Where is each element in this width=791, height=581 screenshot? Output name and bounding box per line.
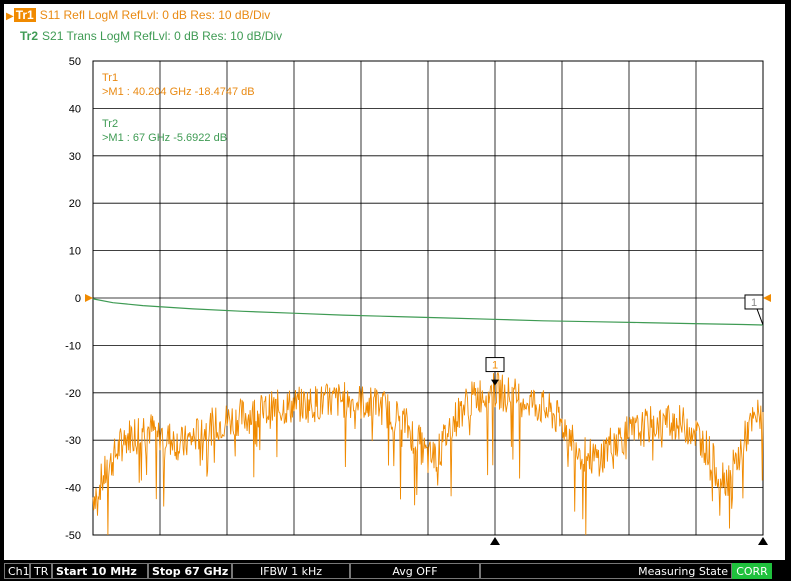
marker-bottom-tr2-icon [758, 537, 768, 545]
marker-pointer-tr1-icon [491, 379, 499, 386]
trace1-header[interactable]: ▶ Tr1 S11 Refl LogM RefLvl: 0 dB Res: 10 d… [6, 8, 270, 22]
start-frequency[interactable]: Start 10 MHz [52, 563, 148, 579]
ifbw-setting[interactable]: IFBW 1 kHz [232, 563, 350, 579]
marker-readout-tr1-value: >M1 : 40.204 GHz -18.4747 dB [102, 86, 255, 98]
trace2-header[interactable]: Tr2 S21 Trans LogM RefLvl: 0 dB Res: 10 d… [6, 29, 282, 43]
y-tick-label: 30 [69, 151, 81, 163]
stop-frequency[interactable]: Stop 67 GHz [148, 563, 232, 579]
trigger-indicator[interactable]: TR [30, 563, 52, 579]
trace1-settings: S11 Refl LogM RefLvl: 0 dB Res: 10 dB/Di… [39, 8, 271, 22]
trace-tr2-line [92, 298, 764, 326]
status-bar: Ch1 TR Start 10 MHz Stop 67 GHz IFBW 1 k… [0, 563, 791, 581]
trace-lines [92, 298, 764, 536]
y-axis-ticks: 50 40 30 20 10 0 -10 -20 -30 -40 -50 [65, 56, 771, 542]
averaging-setting[interactable]: Avg OFF [350, 563, 480, 579]
ref-level-right-arrow-icon [763, 294, 771, 302]
marker-stem-tr2 [756, 308, 764, 326]
trace1-tag[interactable]: Tr1 [13, 8, 36, 22]
marker-readout-tr2-label: Tr2 [102, 118, 118, 130]
trace2-settings: S21 Trans LogM RefLvl: 0 dB Res: 10 dB/D… [42, 29, 283, 43]
marker-layer: 11 [485, 294, 768, 545]
y-tick-label: 10 [69, 246, 81, 258]
trace-tr1-line [92, 371, 764, 536]
measuring-state: Measuring State [480, 563, 732, 579]
correction-badge[interactable]: CORR [732, 563, 772, 579]
ref-level-left-arrow-icon [85, 294, 93, 302]
marker-readout-tr2-value: >M1 : 67 GHz -5.6922 dB [102, 132, 227, 144]
plot-grid [92, 60, 764, 536]
trace2-tag[interactable]: Tr2 [20, 29, 39, 43]
marker-label-tr1: 1 [492, 360, 498, 372]
marker-readout-tr1-label: Tr1 [102, 72, 118, 84]
marker-box-tr2 [744, 294, 764, 310]
y-tick-label: -40 [65, 483, 81, 495]
active-trace-arrow-icon: ▶ [6, 11, 14, 22]
y-tick-label: 20 [69, 198, 81, 210]
y-tick-label: -10 [65, 340, 81, 352]
analyzer-screen: ▶ Tr1 S11 Refl LogM RefLvl: 0 dB Res: 10 d… [4, 4, 785, 560]
marker-bottom-tr1-icon [490, 537, 500, 545]
y-tick-label: 0 [75, 293, 81, 305]
channel-indicator[interactable]: Ch1 [4, 563, 30, 579]
marker-label-tr2: 1 [751, 297, 757, 309]
y-tick-label: 40 [69, 103, 81, 115]
y-tick-label: -30 [65, 435, 81, 447]
y-tick-label: -20 [65, 388, 81, 400]
y-tick-label: 50 [69, 56, 81, 68]
y-tick-label: -50 [65, 530, 81, 542]
